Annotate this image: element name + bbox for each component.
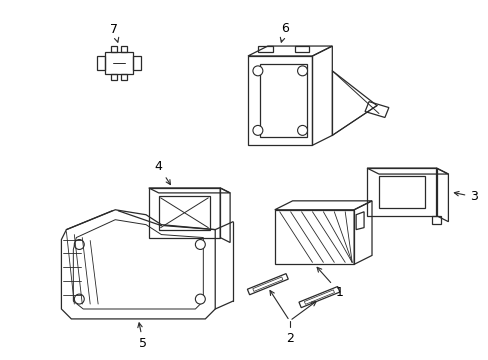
Circle shape bbox=[74, 239, 84, 249]
Circle shape bbox=[297, 66, 307, 76]
Text: 5: 5 bbox=[138, 323, 147, 350]
Circle shape bbox=[297, 125, 307, 135]
Circle shape bbox=[252, 66, 263, 76]
Circle shape bbox=[195, 239, 205, 249]
Text: 4: 4 bbox=[154, 159, 170, 185]
Text: 7: 7 bbox=[110, 23, 119, 42]
Text: 1: 1 bbox=[317, 267, 343, 299]
Circle shape bbox=[252, 125, 263, 135]
Text: 6: 6 bbox=[280, 22, 288, 42]
Text: 3: 3 bbox=[453, 190, 477, 203]
Circle shape bbox=[74, 294, 84, 304]
Circle shape bbox=[195, 294, 205, 304]
Text: 2: 2 bbox=[285, 332, 293, 345]
